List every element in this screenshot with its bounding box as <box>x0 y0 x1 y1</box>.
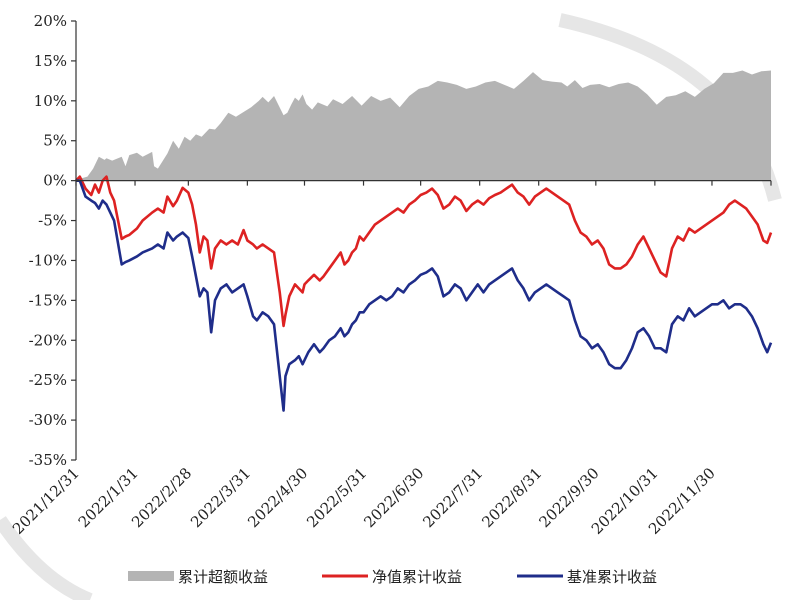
y-tick-label: 10% <box>34 92 67 110</box>
lines-layer <box>75 175 773 412</box>
y-tick-label: -25% <box>29 371 67 389</box>
y-tick-label: -20% <box>29 331 67 349</box>
x-tick-label: 2022/5/31 <box>303 464 370 531</box>
legend-swatch <box>128 571 174 581</box>
legend: 累计超额收益 净值累计收益 基准累计收益 <box>128 568 657 586</box>
legend-label: 基准累计收益 <box>567 568 657 586</box>
x-tick-label: 2022/4/30 <box>244 464 311 531</box>
y-tick-label: -5% <box>38 212 67 230</box>
x-tick-label: 2022/3/31 <box>187 464 254 531</box>
x-tick-label: 2022/8/31 <box>478 464 545 531</box>
axes-layer: 20% 15% 10% 5% 0% -5% -10% -15% -20% -25% -30% -35%… <box>9 12 772 538</box>
y-tick-label: 15% <box>34 52 67 70</box>
y-tick-label: -15% <box>29 291 67 309</box>
legend-label: 净值累计收益 <box>372 568 462 586</box>
y-tick-label: 5% <box>43 132 67 150</box>
y-tick-label: -10% <box>29 251 67 269</box>
y-tick-label: 0% <box>43 172 67 190</box>
series-1-area <box>76 70 771 181</box>
x-tick-label: 2022/7/31 <box>419 464 486 531</box>
x-tick-label: 2021/12/31 <box>9 464 83 538</box>
series-2-line <box>75 175 773 328</box>
x-tick-label: 2022/6/30 <box>360 464 427 531</box>
series-3-line <box>76 179 773 412</box>
y-tick-label: -35% <box>29 451 67 469</box>
y-tick-label: 20% <box>34 12 67 30</box>
area-layer <box>76 70 771 181</box>
watermark-arc <box>0 516 93 605</box>
y-tick-label: -30% <box>29 411 67 429</box>
legend-label: 累计超额收益 <box>178 568 268 586</box>
